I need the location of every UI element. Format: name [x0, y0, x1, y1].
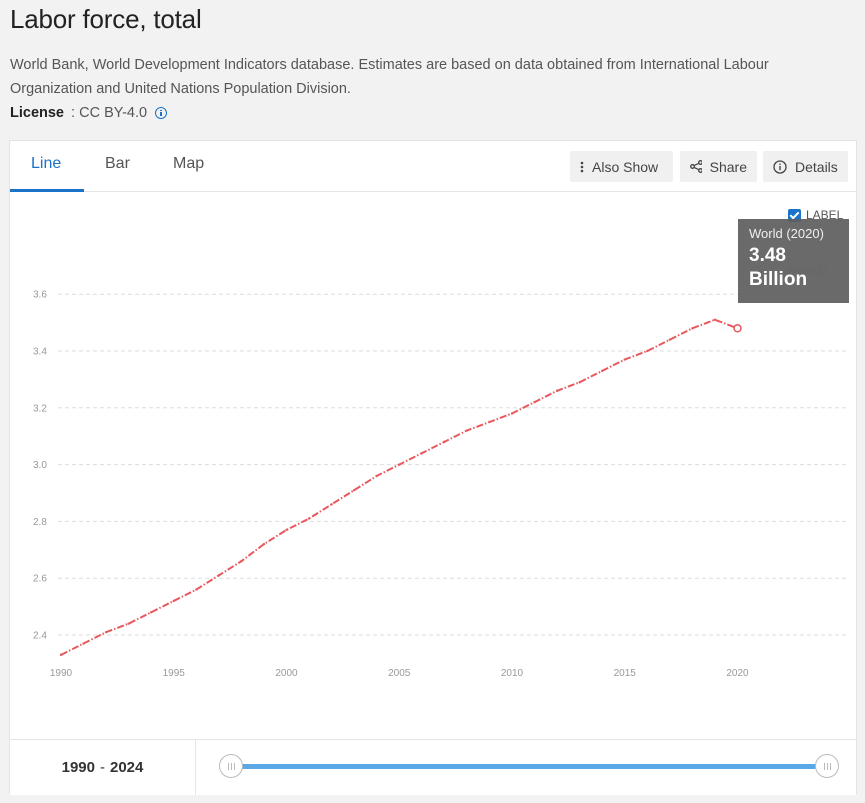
x-tick-label: 1995 — [163, 668, 186, 679]
tooltip-value-unit: Billion — [749, 269, 808, 290]
share-icon — [690, 160, 702, 173]
tooltip-value: 3.48 Billion — [749, 244, 838, 292]
tab-bar: Line Bar Map Also Show Share Details — [10, 141, 856, 192]
label-checkbox[interactable] — [788, 208, 801, 222]
x-tick-label: 2005 — [388, 668, 411, 679]
data-point — [420, 452, 423, 455]
data-point — [150, 611, 153, 614]
data-point — [172, 599, 175, 603]
share-button[interactable]: Share — [680, 151, 757, 182]
active-tab-indicator — [10, 189, 84, 192]
data-point — [398, 463, 401, 466]
line-chart: 2.4 2.6 2.8 3.0 3.2 3.4 3.6 1990 1995 2000 2005 201… — [33, 265, 846, 679]
data-point — [59, 653, 63, 657]
series-line-world — [60, 318, 738, 656]
tab-map[interactable]: Map — [173, 155, 205, 172]
tooltip-value-number: 3.48 — [749, 245, 786, 266]
range-separator: - — [100, 759, 105, 776]
data-point — [691, 327, 694, 330]
x-tick-label: 1990 — [50, 668, 73, 679]
data-point — [240, 559, 243, 563]
range-slider-track[interactable] — [232, 764, 828, 769]
chart-card: Line Bar Map Also Show Share Details 2.4… — [9, 140, 857, 795]
range-start-handle[interactable] — [219, 754, 243, 778]
also-show-button[interactable]: Also Show — [570, 151, 673, 182]
label-toggle[interactable]: LABEL — [788, 208, 843, 222]
info-icon[interactable] — [155, 107, 168, 119]
details-label: Details — [795, 158, 838, 175]
x-tick-label: 2015 — [614, 668, 637, 679]
tab-line[interactable]: Line — [31, 155, 62, 172]
details-button[interactable]: Details — [763, 151, 848, 182]
y-tick-label: 3.2 — [33, 403, 47, 414]
grip-icon — [227, 762, 235, 770]
data-point — [127, 622, 130, 625]
data-point — [646, 349, 649, 353]
info-circle-icon — [773, 159, 787, 174]
data-point — [262, 542, 266, 546]
data-point — [601, 369, 604, 373]
chart-tooltip: World (2020) 3.48 Billion — [738, 219, 849, 303]
data-point — [510, 412, 514, 415]
page-title: Labor force, total — [10, 4, 202, 34]
data-point — [104, 630, 108, 634]
x-tick-label: 2010 — [501, 668, 524, 679]
data-point — [443, 440, 446, 444]
x-tick-label: 2000 — [275, 668, 298, 679]
label-toggle-text: LABEL — [806, 208, 844, 222]
source-text: World Bank, World Development Indicators… — [10, 57, 769, 97]
data-point — [285, 528, 288, 532]
data-point — [352, 488, 356, 492]
data-point — [488, 420, 491, 424]
data-point — [330, 503, 333, 506]
y-tick-label: 3.4 — [33, 347, 47, 358]
y-tick-label: 2.4 — [33, 631, 47, 642]
grip-icon — [823, 762, 831, 770]
range-end-handle[interactable] — [815, 754, 839, 778]
license-row: License : CC BY-4.0 — [10, 105, 168, 121]
range-end: 2024 — [110, 759, 144, 776]
license-separator: : — [67, 105, 80, 121]
y-tick-label: 2.6 — [33, 574, 47, 585]
y-tick-label: 2.8 — [33, 517, 47, 528]
vertical-dots-icon — [580, 161, 584, 172]
y-tick-label: 3.0 — [33, 460, 47, 471]
tab-bar-chart[interactable]: Bar — [105, 155, 130, 172]
also-show-label: Also Show — [592, 158, 659, 175]
range-start: 1990 — [61, 759, 95, 776]
license-label: License — [10, 105, 64, 121]
data-point — [217, 574, 221, 577]
range-footer: 1990 - 2024 — [10, 739, 856, 795]
data-point — [578, 381, 581, 384]
data-point — [668, 338, 672, 341]
tooltip-label: World (2020) — [749, 226, 824, 241]
highlighted-point — [733, 324, 742, 333]
range-text: 1990 - 2024 — [10, 740, 196, 795]
data-point — [533, 400, 536, 404]
data-point — [713, 318, 717, 321]
data-point — [82, 642, 85, 645]
license-value: CC BY-4.0 — [79, 105, 148, 121]
x-tick-label: 2020 — [726, 668, 749, 679]
data-point — [465, 429, 469, 432]
data-point — [555, 389, 559, 392]
data-point — [623, 358, 626, 361]
data-point — [195, 588, 198, 591]
y-tick-label: 3.6 — [33, 290, 47, 301]
share-label: Share — [709, 158, 747, 175]
data-point — [375, 474, 378, 478]
data-point — [307, 517, 311, 520]
